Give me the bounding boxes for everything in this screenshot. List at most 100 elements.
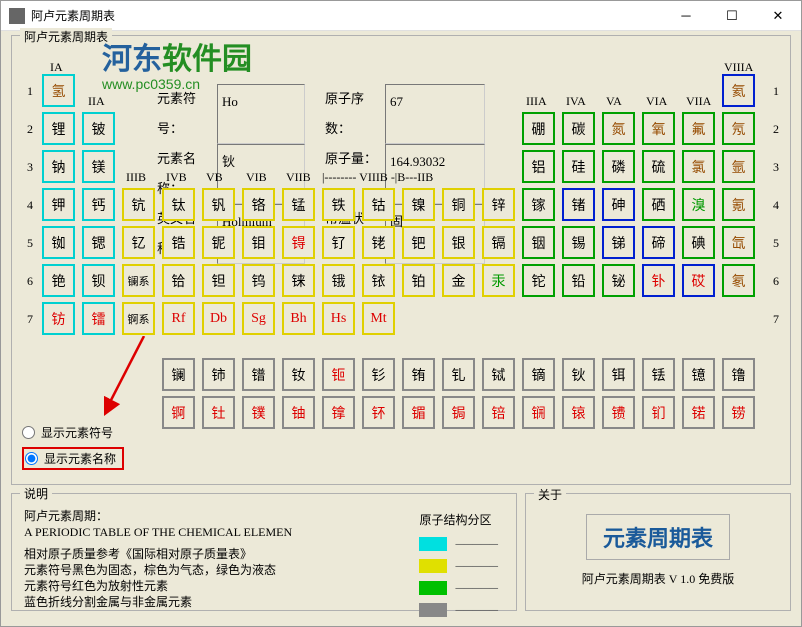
element-cell[interactable]: 钷	[322, 358, 355, 391]
element-cell[interactable]: 硅	[562, 150, 595, 183]
element-cell[interactable]: 铈	[202, 358, 235, 391]
element-cell[interactable]: Db	[202, 302, 235, 335]
element-cell[interactable]: 锶	[82, 226, 115, 259]
element-cell[interactable]: 镤	[242, 396, 275, 429]
element-cell[interactable]: 钙	[82, 188, 115, 221]
element-cell[interactable]: 氖	[722, 112, 755, 145]
element-cell[interactable]: 铝	[522, 150, 555, 183]
element-cell[interactable]: 氮	[602, 112, 635, 145]
element-cell[interactable]: 镎	[322, 396, 355, 429]
element-cell[interactable]: 铀	[282, 396, 315, 429]
element-cell[interactable]: 硼	[522, 112, 555, 145]
element-cell[interactable]: 铋	[602, 264, 635, 297]
element-cell[interactable]: 锕系	[122, 302, 155, 335]
element-cell[interactable]: 钕	[282, 358, 315, 391]
minimize-button[interactable]: ─	[663, 1, 709, 31]
element-cell[interactable]: 锇	[322, 264, 355, 297]
element-cell[interactable]: 铅	[562, 264, 595, 297]
element-cell[interactable]: 镍	[402, 188, 435, 221]
element-cell[interactable]: 铁	[322, 188, 355, 221]
element-cell[interactable]: 镭	[82, 302, 115, 335]
element-cell[interactable]: 铽	[482, 358, 515, 391]
element-cell[interactable]: 钆	[442, 358, 475, 391]
element-cell[interactable]: 碳	[562, 112, 595, 145]
element-cell[interactable]: 铯	[42, 264, 75, 297]
element-cell[interactable]: 钍	[202, 396, 235, 429]
element-cell[interactable]: 铱	[362, 264, 395, 297]
element-cell[interactable]: 铪	[162, 264, 195, 297]
element-cell[interactable]: 钌	[322, 226, 355, 259]
radio-show-name[interactable]: 显示元素名称	[22, 447, 124, 470]
element-cell[interactable]: 铜	[442, 188, 475, 221]
element-cell[interactable]: 钠	[42, 150, 75, 183]
maximize-button[interactable]: ☐	[709, 1, 755, 31]
element-cell[interactable]: 锝	[282, 226, 315, 259]
element-cell[interactable]: 钴	[362, 188, 395, 221]
radio-symbol-input[interactable]	[22, 426, 35, 439]
element-cell[interactable]: 镥	[722, 358, 755, 391]
element-cell[interactable]: 氩	[722, 150, 755, 183]
element-cell[interactable]: 钡	[82, 264, 115, 297]
element-cell[interactable]: 铌	[202, 226, 235, 259]
element-cell[interactable]: 钯	[402, 226, 435, 259]
element-cell[interactable]: 银	[442, 226, 475, 259]
element-cell[interactable]: 钫	[42, 302, 75, 335]
element-cell[interactable]: 铑	[362, 226, 395, 259]
element-cell[interactable]: 锗	[562, 188, 595, 221]
element-cell[interactable]: 砹	[682, 264, 715, 297]
element-cell[interactable]: Rf	[162, 302, 195, 335]
element-cell[interactable]: 锌	[482, 188, 515, 221]
element-cell[interactable]: 铥	[642, 358, 675, 391]
element-cell[interactable]: Mt	[362, 302, 395, 335]
element-cell[interactable]: 锕	[162, 396, 195, 429]
element-cell[interactable]: 镉	[482, 226, 515, 259]
element-cell[interactable]: 磷	[602, 150, 635, 183]
element-cell[interactable]: 镱	[682, 358, 715, 391]
element-cell[interactable]: 铬	[242, 188, 275, 221]
element-cell[interactable]: 镧系	[122, 264, 155, 297]
element-cell[interactable]: 钐	[362, 358, 395, 391]
radio-name-input[interactable]	[25, 452, 38, 465]
element-cell[interactable]: 钪	[122, 188, 155, 221]
element-cell[interactable]: 铟	[522, 226, 555, 259]
element-cell[interactable]: 氧	[642, 112, 675, 145]
element-cell[interactable]: 钽	[202, 264, 235, 297]
element-cell[interactable]: 氪	[722, 188, 755, 221]
element-cell[interactable]: 镨	[242, 358, 275, 391]
element-cell[interactable]: 钬	[562, 358, 595, 391]
element-cell[interactable]: 钼	[242, 226, 275, 259]
element-cell[interactable]: 锆	[162, 226, 195, 259]
element-cell[interactable]: 氢	[42, 74, 75, 107]
element-cell[interactable]: 锫	[482, 396, 515, 429]
element-cell[interactable]: 铒	[602, 358, 635, 391]
element-cell[interactable]: 铂	[402, 264, 435, 297]
element-cell[interactable]: 镅	[402, 396, 435, 429]
element-cell[interactable]: 硫	[642, 150, 675, 183]
element-cell[interactable]: 锘	[682, 396, 715, 429]
element-cell[interactable]: 钋	[642, 264, 675, 297]
element-cell[interactable]: 氡	[722, 264, 755, 297]
element-cell[interactable]: 氙	[722, 226, 755, 259]
element-cell[interactable]: 钨	[242, 264, 275, 297]
element-cell[interactable]: 镁	[82, 150, 115, 183]
element-cell[interactable]: 锑	[602, 226, 635, 259]
element-cell[interactable]: 锰	[282, 188, 315, 221]
element-cell[interactable]: 镓	[522, 188, 555, 221]
element-cell[interactable]: 汞	[482, 264, 515, 297]
element-cell[interactable]: 氦	[722, 74, 755, 107]
element-cell[interactable]: 钛	[162, 188, 195, 221]
element-cell[interactable]: 氟	[682, 112, 715, 145]
element-cell[interactable]: 镝	[522, 358, 555, 391]
element-cell[interactable]: Bh	[282, 302, 315, 335]
close-button[interactable]: ✕	[755, 1, 801, 31]
element-cell[interactable]: 锿	[562, 396, 595, 429]
element-cell[interactable]: 铊	[522, 264, 555, 297]
element-cell[interactable]: 锔	[442, 396, 475, 429]
element-cell[interactable]: 钔	[642, 396, 675, 429]
element-cell[interactable]: Sg	[242, 302, 275, 335]
element-cell[interactable]: 碲	[642, 226, 675, 259]
element-cell[interactable]: 溴	[682, 188, 715, 221]
element-cell[interactable]: 钚	[362, 396, 395, 429]
element-cell[interactable]: 铼	[282, 264, 315, 297]
element-cell[interactable]: 铹	[722, 396, 755, 429]
